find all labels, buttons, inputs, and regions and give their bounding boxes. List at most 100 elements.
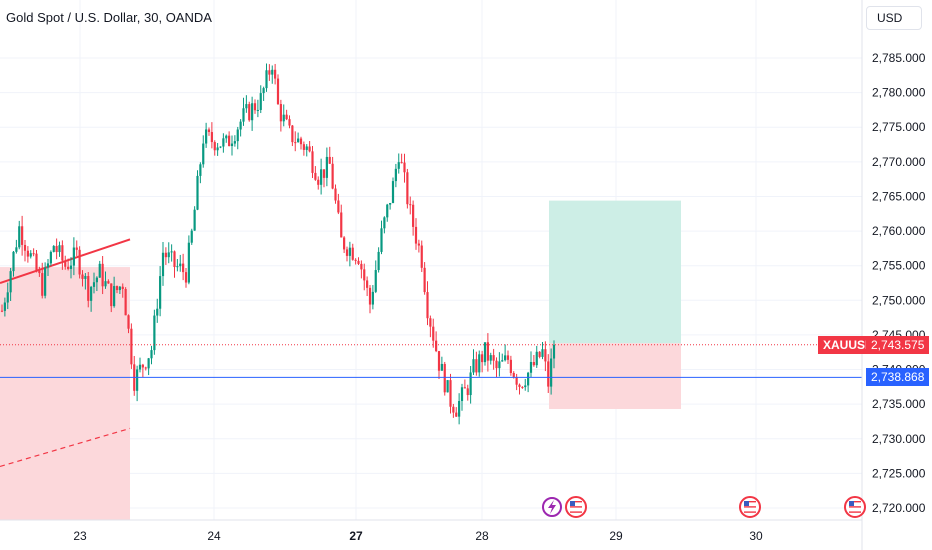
candle bbox=[363, 263, 366, 291]
candle-body bbox=[397, 162, 400, 169]
candle bbox=[271, 65, 274, 84]
candle bbox=[302, 141, 305, 156]
candle-body bbox=[159, 276, 162, 309]
candle bbox=[351, 243, 354, 261]
y-tick-label: 2,770.000 bbox=[872, 155, 926, 169]
candle-body bbox=[417, 243, 420, 246]
candle bbox=[518, 383, 521, 395]
candle bbox=[506, 350, 510, 365]
candle-body bbox=[363, 269, 366, 281]
candle-body bbox=[282, 114, 285, 122]
candle-body bbox=[216, 147, 219, 151]
candle bbox=[466, 384, 469, 401]
candles bbox=[0, 63, 556, 425]
candle-body bbox=[412, 204, 415, 227]
candle-body bbox=[136, 369, 139, 391]
candle bbox=[527, 371, 530, 393]
candle-body bbox=[481, 354, 484, 363]
candle-body bbox=[279, 104, 282, 122]
candle-body bbox=[291, 125, 294, 143]
candle-body bbox=[351, 247, 354, 260]
candle-body bbox=[184, 272, 188, 283]
candle-body bbox=[498, 361, 501, 369]
candle bbox=[443, 361, 446, 396]
candle bbox=[420, 240, 423, 273]
candle-body bbox=[302, 144, 305, 150]
candle bbox=[374, 260, 377, 294]
candle-body bbox=[239, 121, 242, 130]
candle-body bbox=[535, 351, 538, 366]
candle-body bbox=[322, 169, 326, 178]
candle-body bbox=[469, 372, 472, 396]
candle bbox=[161, 242, 165, 286]
candle bbox=[446, 379, 449, 393]
candle bbox=[127, 314, 130, 334]
candle-body bbox=[44, 267, 47, 296]
candle bbox=[386, 203, 389, 222]
flag-stripe bbox=[744, 506, 756, 508]
candle bbox=[348, 241, 351, 267]
candle bbox=[144, 366, 147, 371]
candle bbox=[107, 279, 110, 284]
candle-body bbox=[67, 266, 70, 269]
candle-body bbox=[248, 104, 251, 121]
flag-stripe bbox=[849, 503, 861, 505]
candle-body bbox=[515, 376, 518, 385]
candle bbox=[222, 133, 225, 153]
candle bbox=[150, 345, 153, 365]
x-tick-label: 29 bbox=[609, 529, 623, 543]
candle-body bbox=[357, 260, 360, 264]
candle-body bbox=[75, 247, 78, 250]
flag-stripe bbox=[570, 506, 582, 508]
candle bbox=[397, 153, 400, 174]
candle-body bbox=[414, 226, 418, 244]
candle bbox=[455, 407, 458, 417]
candle bbox=[481, 350, 484, 373]
candle bbox=[274, 63, 277, 85]
candle-body bbox=[3, 302, 6, 311]
candle bbox=[345, 246, 349, 262]
candle-body bbox=[501, 360, 504, 362]
candle-body bbox=[409, 204, 412, 206]
candle-body bbox=[527, 372, 530, 386]
y-tick-label: 2,780.000 bbox=[872, 86, 926, 100]
candle-body bbox=[538, 351, 541, 357]
candle bbox=[15, 239, 18, 254]
candle-body bbox=[495, 360, 498, 369]
flag-stripe bbox=[570, 503, 582, 505]
candle-body bbox=[164, 252, 167, 258]
candle bbox=[3, 297, 6, 317]
candle bbox=[449, 373, 452, 414]
candle-body bbox=[340, 212, 343, 238]
flag-stripe bbox=[570, 511, 582, 513]
candle bbox=[343, 236, 346, 254]
candle-body bbox=[219, 146, 222, 148]
candle-body bbox=[110, 283, 113, 307]
y-tick-label: 2,760.000 bbox=[872, 224, 926, 238]
candle bbox=[49, 250, 52, 266]
currency-button[interactable]: USD bbox=[866, 6, 922, 30]
candle-body bbox=[371, 291, 374, 305]
candle bbox=[104, 271, 107, 289]
candle-body bbox=[394, 168, 397, 182]
candle-body bbox=[113, 286, 116, 307]
us-flag-event-icon bbox=[844, 496, 866, 518]
candle bbox=[253, 99, 257, 114]
lightning-bolt bbox=[548, 500, 556, 514]
candle-body bbox=[460, 387, 464, 402]
candle-body bbox=[348, 247, 351, 256]
candle-body bbox=[256, 109, 259, 111]
candle-body bbox=[176, 266, 179, 268]
candle bbox=[429, 315, 432, 338]
time-axis: 23 24 27 28 29 30 bbox=[73, 529, 763, 543]
x-tick-label: 24 bbox=[207, 529, 221, 543]
candle-body bbox=[58, 245, 61, 253]
candle bbox=[95, 276, 98, 292]
candle-body bbox=[104, 281, 107, 287]
candle bbox=[202, 135, 205, 168]
candle-body bbox=[21, 226, 24, 245]
candle bbox=[78, 246, 81, 279]
candle-body bbox=[147, 358, 150, 369]
candle bbox=[265, 63, 268, 92]
